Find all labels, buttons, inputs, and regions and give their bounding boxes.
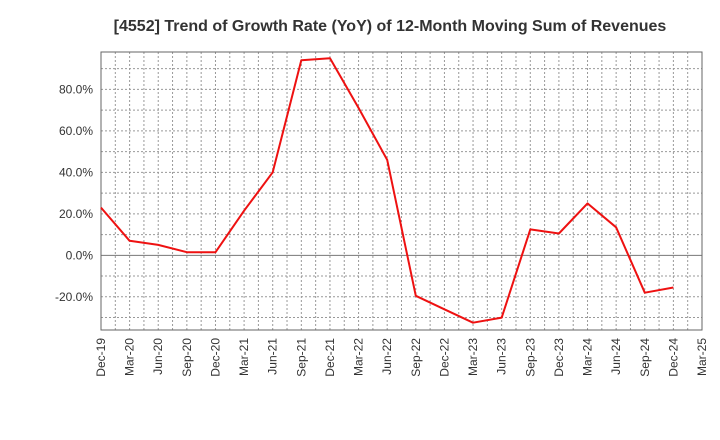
x-tick-label: Mar-25 [695, 338, 709, 376]
y-tick-label: 60.0% [59, 124, 93, 138]
x-tick-label: Sep-24 [638, 338, 652, 377]
x-tick-label: Sep-20 [180, 338, 194, 377]
series-line [100, 57, 674, 324]
x-tick-label: Jun-24 [609, 338, 623, 375]
x-tick-label: Dec-24 [666, 338, 680, 377]
y-tick-label: 40.0% [59, 165, 93, 179]
chart-title: [4552] Trend of Growth Rate (YoY) of 12-… [114, 18, 667, 35]
x-tick-label: Jun-21 [266, 338, 280, 375]
x-tick-label: Dec-23 [552, 338, 566, 377]
grid-lines [100, 52, 702, 330]
y-axis: -20.0% 0.0% 20.0% 40.0% 60.0% 80.0% [55, 82, 93, 303]
x-tick-label: Dec-21 [323, 338, 337, 377]
plot-area [100, 51, 703, 331]
x-tick-label: Jun-20 [151, 338, 165, 375]
x-axis: Dec-19 Mar-20 Jun-20 Sep-20 Dec-20 Mar-21 Jun-… [94, 338, 709, 377]
x-tick-label: Sep-23 [523, 338, 537, 377]
x-tick-label: Mar-23 [466, 338, 480, 376]
y-tick-label: 0.0% [66, 248, 94, 262]
x-tick-label: Dec-20 [208, 338, 222, 377]
y-tick-label: -20.0% [55, 290, 93, 304]
x-tick-label: Mar-22 [352, 338, 366, 376]
y-tick-label: 80.0% [59, 82, 93, 96]
x-tick-label: Sep-22 [409, 338, 423, 377]
x-tick-label: Dec-22 [437, 338, 451, 377]
x-tick-label: Jun-22 [380, 338, 394, 375]
x-tick-label: Jun-23 [495, 338, 509, 375]
y-tick-label: 20.0% [59, 207, 93, 221]
x-tick-label: Mar-20 [123, 338, 137, 376]
x-tick-label: Dec-19 [94, 338, 108, 377]
x-tick-label: Mar-24 [581, 338, 595, 376]
x-tick-label: Mar-21 [237, 338, 251, 376]
x-tick-label: Sep-21 [294, 338, 308, 377]
